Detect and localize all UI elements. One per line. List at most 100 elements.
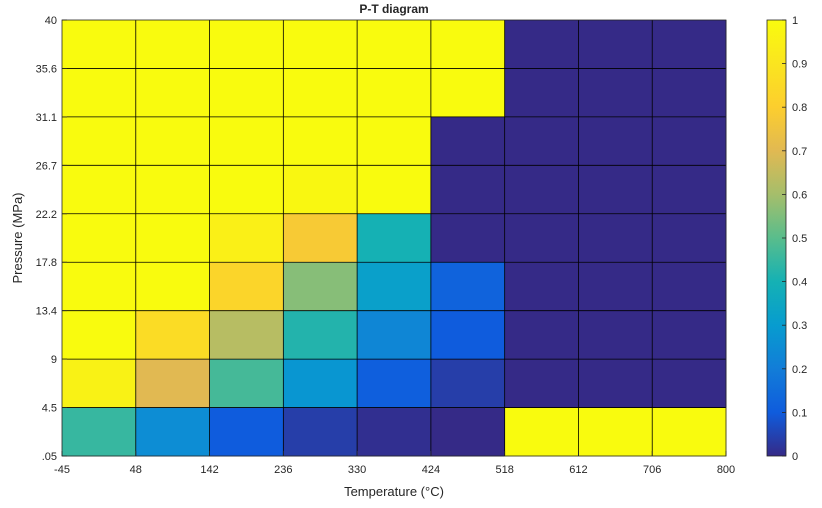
heatmap-cell (283, 20, 358, 69)
heatmap-cell (430, 20, 506, 69)
y-tick-label: 4.5 (42, 403, 57, 415)
heatmap-cell (135, 165, 211, 215)
heatmap-cell (652, 310, 727, 360)
heatmap-cell (578, 20, 653, 69)
y-tick-label: .05 (42, 451, 57, 463)
heatmap-cell (135, 359, 211, 409)
heatmap-cell (283, 68, 358, 118)
heatmap-cell (62, 68, 137, 118)
heatmap-cell (357, 407, 432, 457)
colorbar-tick-label: 0.1 (792, 407, 807, 419)
x-tick-label: 518 (495, 464, 513, 476)
colorbar-tick-label: 0.4 (792, 277, 807, 289)
heatmap-cell (283, 262, 358, 312)
heatmap-cell (578, 213, 653, 263)
y-axis-label: Pressure (MPa) (10, 192, 25, 283)
colorbar-tick-label: 1 (792, 15, 798, 27)
y-tick-label: 35.6 (36, 63, 57, 75)
heatmap-cell (652, 262, 727, 312)
heatmap-cells (62, 20, 727, 457)
heatmap-cell (135, 213, 211, 263)
heatmap-cell (430, 116, 506, 166)
heatmap-cell (504, 262, 579, 312)
y-tick-label: 17.8 (36, 257, 57, 269)
x-axis-ticks: -45 48 142 236 330 424 518 612 706 800 (54, 451, 735, 476)
x-tick-label: 706 (643, 464, 661, 476)
colorbar-ticks: 0 0.1 0.2 0.3 0.4 0.5 0.6 0.7 0.8 0.9 1 (782, 15, 807, 463)
x-tick-label: 424 (422, 464, 440, 476)
heatmap-cell (62, 359, 137, 409)
heatmap-cell (283, 165, 358, 215)
heatmap-cell (430, 407, 506, 457)
heatmap-cell (62, 165, 137, 215)
x-tick-label: 330 (348, 464, 366, 476)
heatmap-cell (357, 213, 432, 263)
heatmap-cell (430, 262, 506, 312)
heatmap-cell (357, 68, 432, 118)
heatmap-cell (578, 165, 653, 215)
heatmap-cell (504, 407, 579, 457)
heatmap-cell (135, 116, 211, 166)
heatmap-cell (652, 359, 727, 409)
heatmap-cell (209, 262, 284, 312)
colorbar-tick-label: 0.8 (792, 102, 807, 114)
heatmap-cell (62, 20, 137, 69)
heatmap-cell (652, 407, 727, 457)
heatmap-cell (135, 68, 211, 118)
heatmap-cell (209, 20, 284, 69)
heatmap-cell (283, 407, 358, 457)
colorbar-tick-label: 0.6 (792, 189, 807, 201)
heatmap-cell (652, 20, 727, 69)
x-tick-label: -45 (54, 464, 70, 476)
heatmap-cell (430, 359, 506, 409)
x-tick-label: 800 (717, 464, 735, 476)
heatmap-cell (357, 116, 432, 166)
heatmap-cell (62, 407, 137, 457)
heatmap-cell (283, 213, 358, 263)
y-axis-ticks: .05 4.5 9 13.4 17.8 22.2 26.7 31.1 35.6 40 (36, 15, 67, 463)
heatmap-cell (357, 20, 432, 69)
colorbar-tick-label: 0.5 (792, 233, 807, 245)
colorbar-tick-label: 0.3 (792, 320, 807, 332)
heatmap-cell (578, 359, 653, 409)
plot-frame (61, 19, 727, 457)
cell-gridlines (62, 20, 726, 456)
heatmap-cell (578, 262, 653, 312)
y-tick-label: 9 (51, 354, 57, 366)
heatmap-cell (209, 213, 284, 263)
heatmap-cell (62, 310, 137, 360)
x-tick-label: 48 (130, 464, 142, 476)
heatmap-cell (135, 20, 211, 69)
y-tick-label: 31.1 (36, 112, 57, 124)
heatmap-cell (430, 310, 506, 360)
heatmap-cell (504, 68, 579, 118)
heatmap-cell (430, 68, 506, 118)
x-tick-label: 142 (200, 464, 218, 476)
heatmap-cell (652, 116, 727, 166)
heatmap-cell (209, 359, 284, 409)
heatmap-cell (578, 407, 653, 457)
heatmap-cell (578, 310, 653, 360)
heatmap-cell (62, 213, 137, 263)
heatmap-cell (62, 262, 137, 312)
colorbar-tick-label: 0.9 (792, 59, 807, 71)
heatmap-cell (62, 116, 137, 166)
heatmap-cell (209, 68, 284, 118)
heatmap-cell (209, 407, 284, 457)
heatmap-cell (357, 165, 432, 215)
x-tick-label: 612 (569, 464, 587, 476)
y-tick-label: 40 (45, 15, 57, 27)
heatmap-cell (430, 165, 506, 215)
heatmap-cell (357, 310, 432, 360)
heatmap-cell (135, 262, 211, 312)
heatmap-cell (652, 165, 727, 215)
heatmap-cell (283, 116, 358, 166)
colorbar-tick-label: 0.2 (792, 364, 807, 376)
colorbar-tick-label: 0.7 (792, 146, 807, 158)
heatmap-cell (283, 359, 358, 409)
heatmap-cell (357, 262, 432, 312)
heatmap-cell (357, 359, 432, 409)
heatmap-cell (283, 310, 358, 360)
heatmap-cell (504, 310, 579, 360)
